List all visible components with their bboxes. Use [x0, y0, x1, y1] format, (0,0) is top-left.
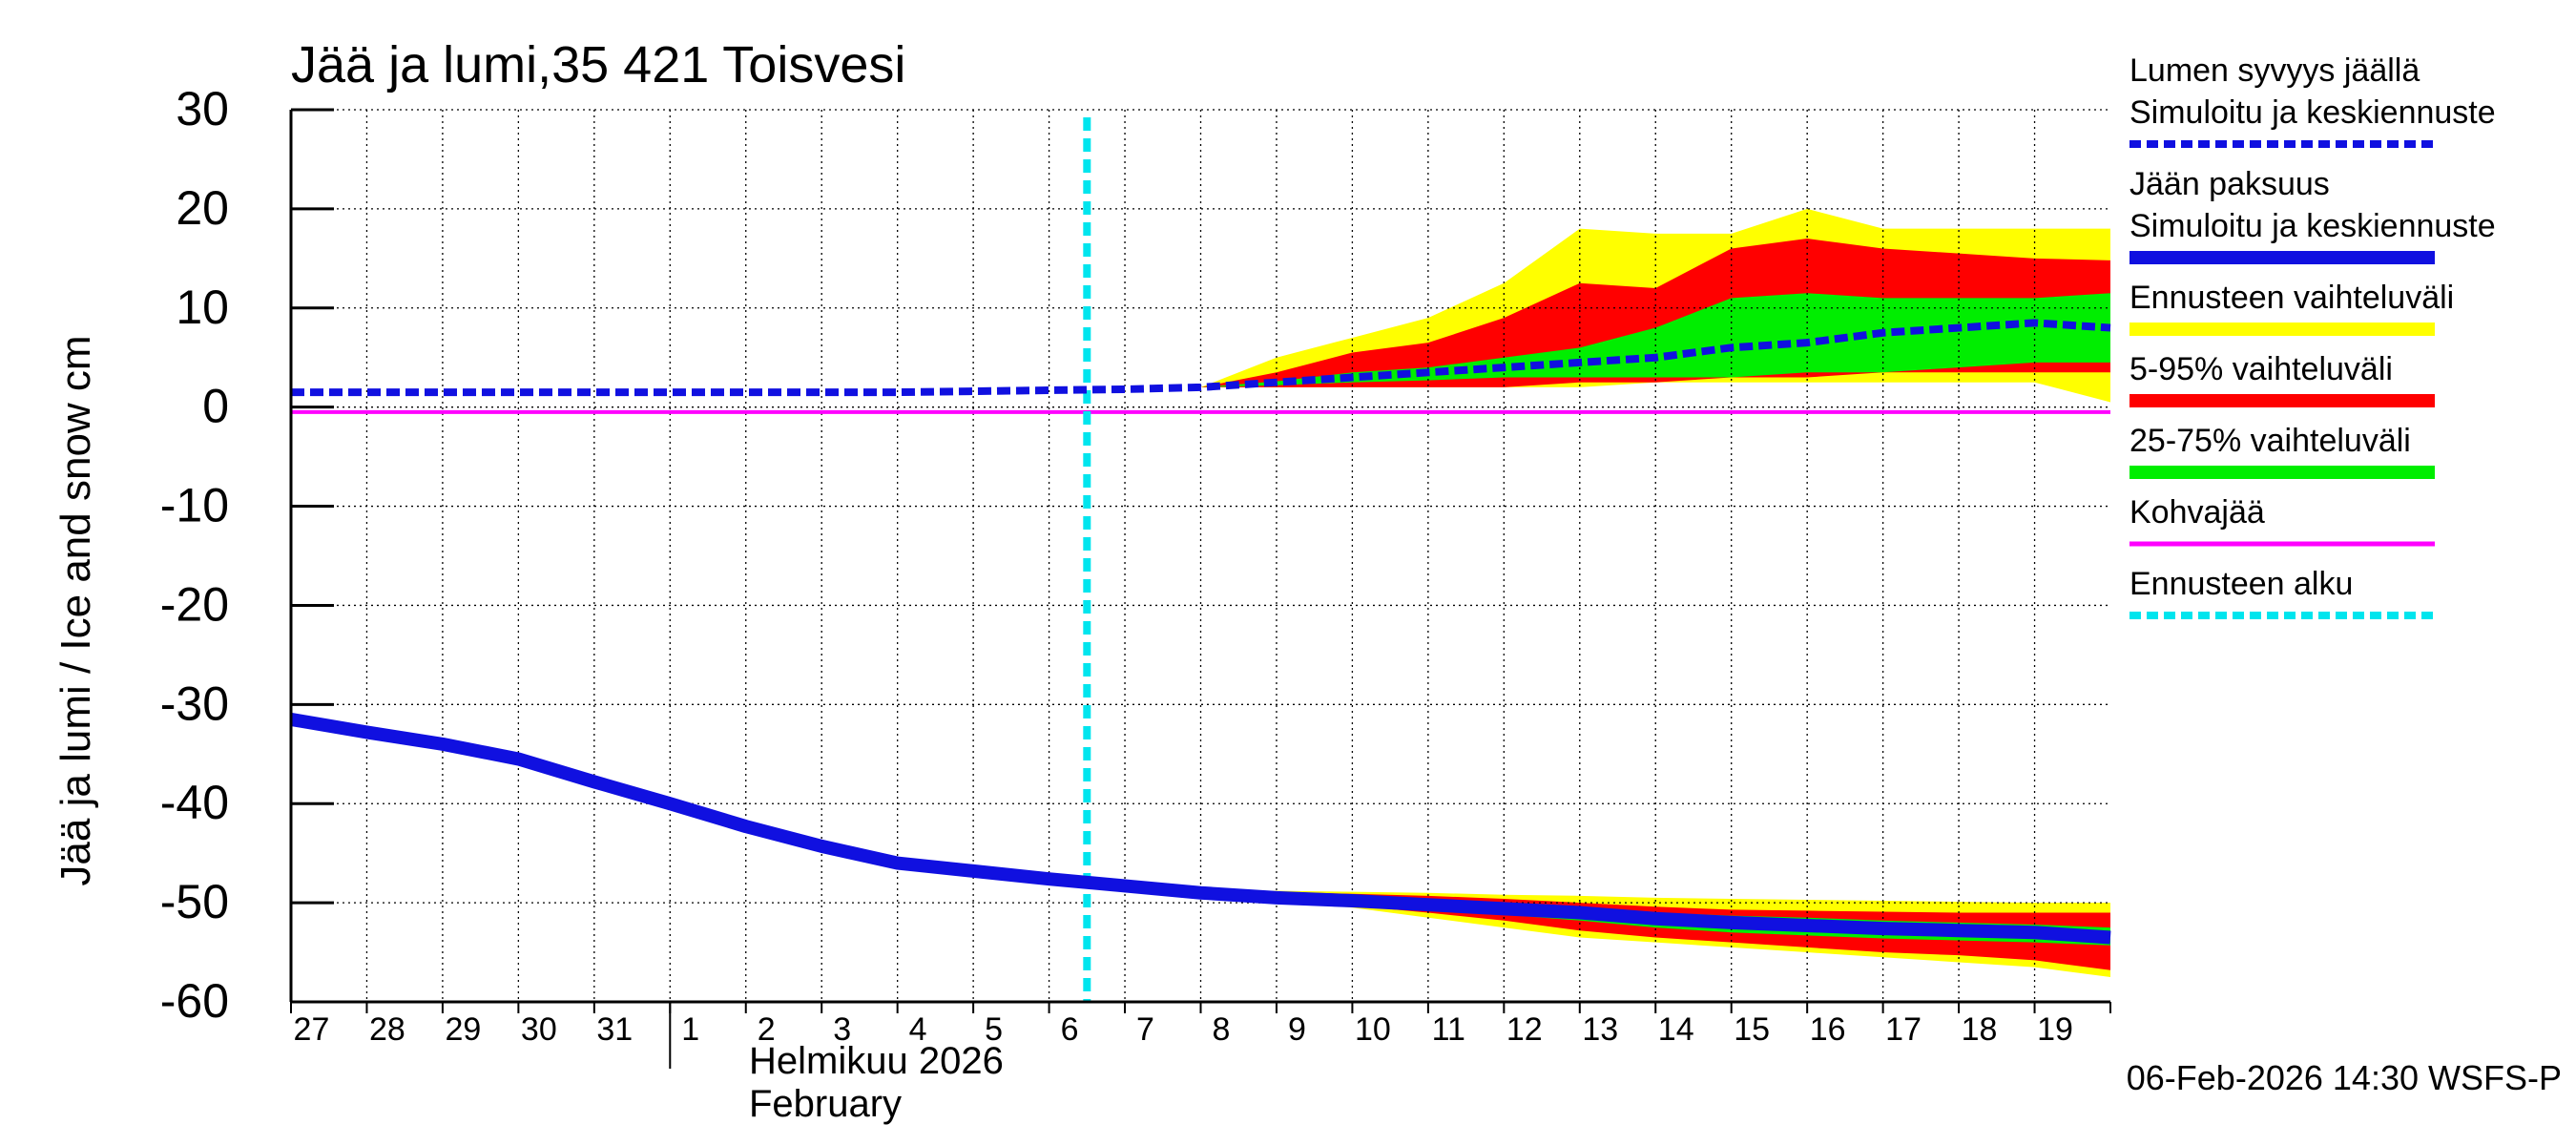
- y-tick-label: 30: [176, 82, 229, 135]
- x-tick-label: 31: [596, 1011, 633, 1048]
- legend-label: Kohvajää: [2129, 494, 2265, 531]
- x-tick-label: 7: [1136, 1011, 1154, 1048]
- x-tick-label: 28: [369, 1011, 405, 1048]
- x-axis-label-fi: Helmikuu 2026: [749, 1040, 1004, 1082]
- x-tick-label: 9: [1288, 1011, 1306, 1048]
- x-tick-label: 17: [1885, 1011, 1922, 1048]
- y-tick-label: -10: [160, 479, 229, 532]
- legend-label: Ennusteen alku: [2129, 566, 2353, 602]
- chart-title: Jää ja lumi,35 421 Toisvesi: [291, 36, 905, 94]
- y-tick-label: -50: [160, 875, 229, 928]
- y-tick-label: -40: [160, 776, 229, 829]
- y-tick-label: -20: [160, 577, 229, 631]
- legend: Lumen syvyys jäällä Simuloitu ja keskienn…: [2129, 52, 2496, 619]
- x-tick-label: 12: [1506, 1011, 1543, 1048]
- x-tick-label: 13: [1582, 1011, 1618, 1048]
- x-axis-label-en: February: [749, 1083, 902, 1125]
- y-tick-label: -30: [160, 677, 229, 730]
- x-tick-label: 18: [1962, 1011, 1998, 1048]
- legend-label: Simuloitu ja keskiennuste: [2129, 208, 2496, 244]
- x-tick-label: 1: [681, 1011, 699, 1048]
- lines-layer: [289, 117, 2111, 1002]
- y-tick-label: 0: [202, 380, 229, 433]
- x-tick-label: 2: [758, 1011, 776, 1048]
- y-tick-label: -60: [160, 974, 229, 1028]
- legend-label: Simuloitu ja keskiennuste: [2129, 94, 2496, 131]
- y-tick-label: 10: [176, 281, 229, 334]
- legend-label: Lumen syvyys jäällä: [2129, 52, 2420, 89]
- footer-timestamp: 06-Feb-2026 14:30 WSFS-P: [2127, 1058, 2562, 1097]
- ice-thickness-median-line: [289, 713, 2111, 945]
- x-tick-label: 4: [909, 1011, 927, 1048]
- x-tick-label: 3: [833, 1011, 851, 1048]
- x-tick-label: 30: [521, 1011, 557, 1048]
- x-tick-label: 8: [1212, 1011, 1230, 1048]
- x-tick-label: 19: [2037, 1011, 2073, 1048]
- snow-depth-median-line: [291, 319, 2111, 397]
- legend-label: 25-75% vaihteluväli: [2129, 423, 2411, 459]
- y-axis-label: Jää ja lumi / Ice and snow cm: [52, 335, 99, 885]
- y-tick-label: 20: [176, 181, 229, 235]
- legend-label: 5-95% vaihteluväli: [2129, 351, 2393, 387]
- x-tick-label: 27: [294, 1011, 330, 1048]
- x-tick-label: 11: [1432, 1011, 1465, 1048]
- ice-25-75-band: [291, 718, 2110, 946]
- x-tick-label: 6: [1061, 1011, 1079, 1048]
- x-tick-label: 16: [1810, 1011, 1846, 1048]
- legend-label: Jään paksuus: [2129, 166, 2330, 202]
- series-layer: [291, 208, 2110, 978]
- x-tick-label: 15: [1734, 1011, 1770, 1048]
- x-tick-label: 14: [1658, 1011, 1694, 1048]
- x-tick-label: 5: [985, 1011, 1003, 1048]
- x-tick-label: 10: [1355, 1011, 1391, 1048]
- ice-5-95-band: [291, 718, 2110, 970]
- x-tick-label: 29: [445, 1011, 481, 1048]
- legend-label: Ennusteen vaihteluväli: [2129, 280, 2454, 316]
